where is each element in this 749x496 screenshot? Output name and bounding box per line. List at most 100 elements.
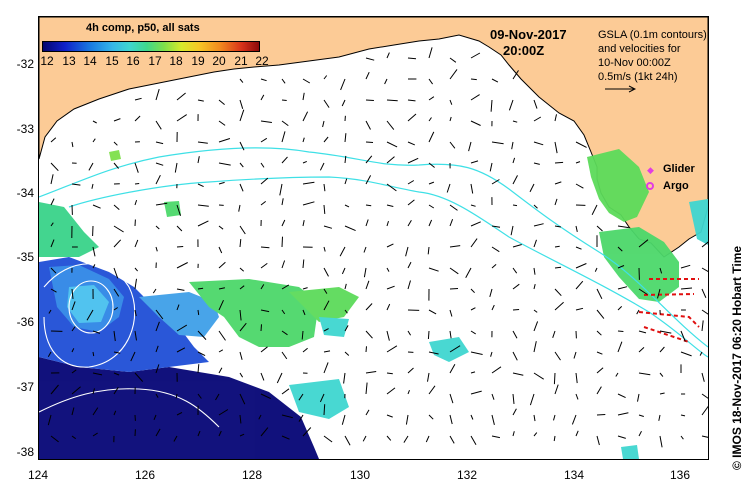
velocity-arrow <box>134 267 138 272</box>
velocity-arrow <box>449 116 452 122</box>
velocity-arrow <box>533 321 539 332</box>
velocity-arrow <box>134 372 144 382</box>
sst-layer <box>39 149 708 459</box>
velocity-arrow <box>239 99 244 109</box>
velocity-arrow <box>260 372 265 381</box>
velocity-arrow <box>319 162 325 171</box>
velocity-arrow <box>239 267 245 272</box>
velocity-arrow <box>113 141 118 146</box>
velocity-arrow <box>554 198 558 206</box>
velocity-arrow <box>113 204 120 210</box>
velocity-arrow <box>386 156 395 164</box>
velocity-arrow <box>50 137 57 143</box>
velocity-arrow <box>71 407 75 416</box>
velocity-arrow <box>50 222 54 227</box>
velocity-arrow <box>386 435 392 441</box>
velocity-arrow <box>71 301 76 311</box>
velocity-arrow <box>407 280 411 290</box>
velocity-arrow <box>197 330 207 340</box>
velocity-arrow <box>281 120 289 127</box>
velocity-arrow <box>365 346 367 353</box>
velocity-arrow <box>71 183 81 186</box>
velocity-arrow <box>512 372 524 376</box>
velocity-arrow <box>386 120 395 130</box>
velocity-arrow <box>155 364 160 374</box>
velocity-arrow <box>302 427 312 437</box>
velocity-arrow <box>197 287 204 290</box>
velocity-arrow <box>176 225 183 232</box>
velocity-arrow <box>533 239 537 248</box>
velocity-arrow <box>323 435 333 443</box>
velocity-arrow <box>276 372 283 384</box>
velocity-arrow <box>386 330 390 341</box>
velocity-arrow <box>638 330 647 334</box>
velocity-arrow <box>341 267 346 275</box>
velocity-arrow <box>323 136 329 143</box>
velocity-arrow <box>407 367 414 374</box>
velocity-arrow <box>428 78 434 85</box>
velocity-arrow <box>281 260 286 269</box>
velocity-arrow <box>657 288 661 299</box>
velocity-arrow <box>403 435 409 443</box>
velocity-arrow <box>468 141 472 152</box>
velocity-arrow <box>260 78 267 82</box>
velocity-arrow <box>47 414 52 426</box>
velocity-arrow <box>659 346 665 353</box>
velocity-arrow <box>113 330 116 342</box>
velocity-arrow <box>470 414 474 420</box>
velocity-arrow <box>92 204 101 209</box>
velocity-arrow <box>554 288 562 297</box>
velocity-arrow <box>92 432 98 437</box>
velocity-arrow <box>489 288 493 298</box>
velocity-arrow <box>71 369 77 374</box>
velocity-arrow <box>571 414 577 425</box>
velocity-arrow <box>323 350 331 353</box>
velocity-arrow <box>554 266 562 269</box>
colorbar-tick: 21 <box>234 54 248 68</box>
velocity-arrow <box>553 435 556 442</box>
velocity-arrow <box>281 99 287 101</box>
map-plot-area <box>38 16 709 460</box>
velocity-arrow <box>218 330 226 341</box>
velocity-arrow <box>575 141 587 148</box>
velocity-arrow <box>323 404 326 416</box>
velocity-arrow <box>470 120 481 126</box>
velocity-arrow <box>428 162 435 168</box>
velocity-arrow <box>701 288 707 299</box>
velocity-arrow <box>470 52 481 59</box>
velocity-arrow <box>92 246 96 257</box>
glider-legend-label: Glider <box>663 163 695 175</box>
velocity-arrow <box>260 246 270 249</box>
velocity-arrow <box>281 78 286 84</box>
velocity-arrow <box>659 392 665 395</box>
velocity-arrow <box>533 267 536 275</box>
velocity-arrow <box>510 225 514 236</box>
velocity-arrow <box>512 267 518 274</box>
velocity-arrow <box>596 367 604 374</box>
velocity-arrow <box>155 393 159 398</box>
velocity-arrow <box>449 393 454 404</box>
velocity-arrow <box>86 309 94 321</box>
velocity-arrow <box>50 384 59 395</box>
velocity-arrow <box>92 120 97 124</box>
velocity-arrow <box>386 267 390 272</box>
velocity-arrow <box>533 432 538 437</box>
velocity-arrow <box>365 155 373 164</box>
colorbar-tick: 12 <box>40 54 54 68</box>
velocity-arrow <box>302 92 305 101</box>
velocity-arrow <box>554 141 558 154</box>
velocity-arrow <box>575 280 584 290</box>
velocity-arrow <box>386 204 394 207</box>
velocity-arrow <box>344 283 347 290</box>
velocity-arrow <box>344 309 348 314</box>
lat-label: -35 <box>16 250 34 264</box>
velocity-arrow <box>197 430 201 437</box>
velocity-arrow <box>302 220 305 227</box>
velocity-arrow <box>680 435 684 440</box>
velocity-arrow <box>92 330 101 334</box>
lon-label: 136 <box>669 468 691 482</box>
glider-marker-icon: ◆ <box>647 165 654 175</box>
colorbar-tick: 16 <box>126 54 140 68</box>
velocity-arrow <box>281 435 290 440</box>
velocity-arrow <box>617 412 629 416</box>
